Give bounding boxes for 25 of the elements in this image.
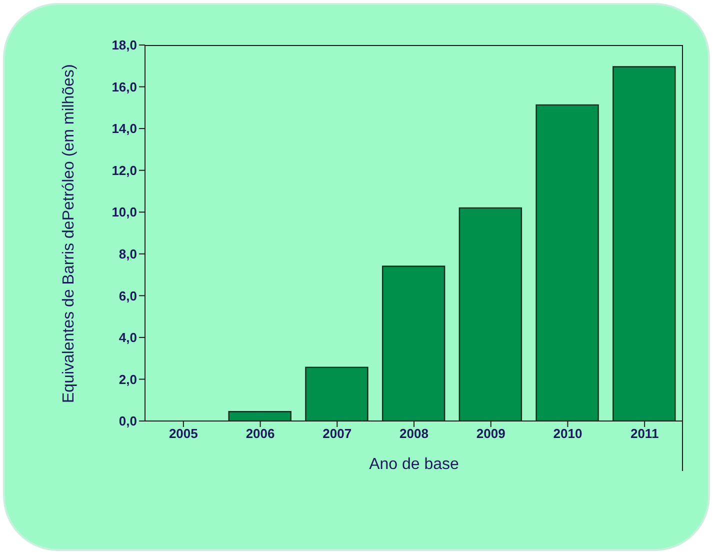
y-axis-title: Equivalentes de Barris dePetróleo (em milhões) — [60, 64, 78, 403]
y-tick-label: 0,0 — [118, 414, 137, 429]
y-tick-label: 2,0 — [118, 372, 137, 387]
bar — [458, 207, 522, 421]
y-tick-label: 18,0 — [112, 38, 137, 53]
bar — [612, 66, 676, 421]
x-tick-label: 2008 — [400, 426, 428, 442]
bar — [536, 104, 599, 421]
y-tick-label: 16,0 — [112, 79, 137, 94]
x-tick-label: 2009 — [476, 426, 506, 442]
x-tick-label: 2007 — [322, 426, 352, 442]
bar — [305, 366, 368, 421]
x-tick-label: 2011 — [630, 426, 659, 442]
x-axis-title: Ano de base — [369, 456, 460, 473]
y-tick-label: 6,0 — [118, 288, 137, 304]
y-tick-label: 14,0 — [112, 121, 137, 136]
y-tick-label: 8,0 — [118, 246, 137, 262]
x-tick-label: 2005 — [168, 426, 198, 442]
x-tick-label: 2006 — [246, 426, 275, 442]
y-tick-label: 10,0 — [112, 204, 137, 220]
x-tick-label: 2010 — [553, 426, 582, 442]
bar — [382, 266, 446, 421]
y-tick-label: 4,0 — [118, 330, 137, 346]
y-tick-label: 12,0 — [112, 162, 137, 178]
bar — [228, 411, 292, 421]
